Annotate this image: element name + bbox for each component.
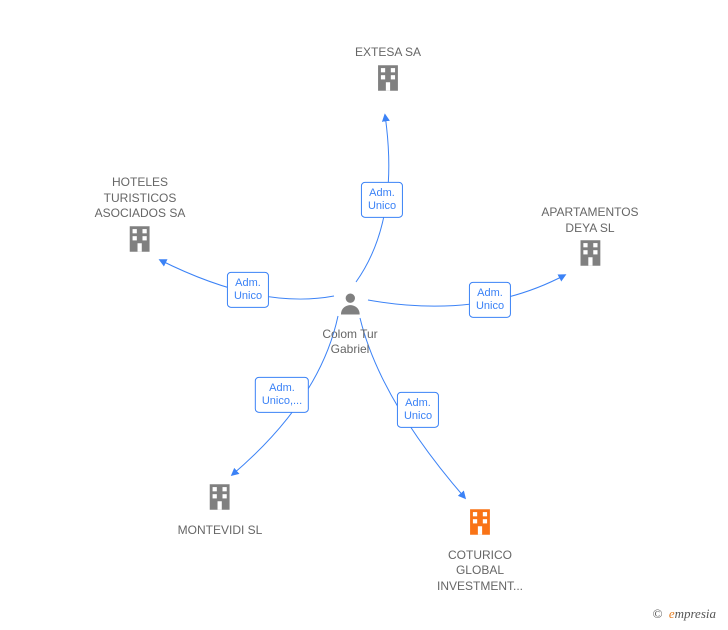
node-label: APARTAMENTOS DEYA SL (541, 205, 638, 236)
node-label: COTURICO GLOBAL INVESTMENT... (437, 548, 523, 595)
building-icon (178, 480, 263, 519)
copyright: © empresia (653, 606, 716, 622)
edge-label[interactable]: Adm. Unico (469, 282, 511, 318)
diagram-canvas: Adm. Unico Adm. Unico Adm. Unico Adm. Unico… (0, 0, 728, 630)
node-label: EXTESA SA (355, 45, 421, 61)
building-icon (437, 505, 523, 544)
building-icon (95, 222, 186, 261)
building-icon (355, 61, 421, 100)
edge-label[interactable]: Adm. Unico (227, 272, 269, 308)
company-node-extesa[interactable]: EXTESA SA (355, 41, 421, 99)
edge-label[interactable]: Adm. Unico (397, 392, 439, 428)
node-label: HOTELES TURISTICOS ASOCIADOS SA (95, 175, 186, 222)
company-node-apartamentos[interactable]: APARTAMENTOS DEYA SL (541, 201, 638, 275)
edge-label[interactable]: Adm. Unico,... (255, 377, 309, 413)
node-label: MONTEVIDI SL (178, 523, 263, 539)
company-node-coturico[interactable]: COTURICO GLOBAL INVESTMENT... (437, 505, 523, 594)
edge (368, 275, 565, 306)
edge-label[interactable]: Adm. Unico (361, 182, 403, 218)
person-icon (322, 290, 377, 323)
building-icon (541, 236, 638, 275)
company-node-hoteles[interactable]: HOTELES TURISTICOS ASOCIADOS SA (95, 171, 186, 260)
company-node-montevidi[interactable]: MONTEVIDI SL (178, 480, 263, 538)
copyright-symbol: © (653, 606, 663, 621)
brand-rest: mpresia (675, 606, 716, 621)
center-person-node[interactable]: Colom Tur Gabriel (322, 290, 377, 358)
node-label: Colom Tur Gabriel (322, 327, 377, 358)
